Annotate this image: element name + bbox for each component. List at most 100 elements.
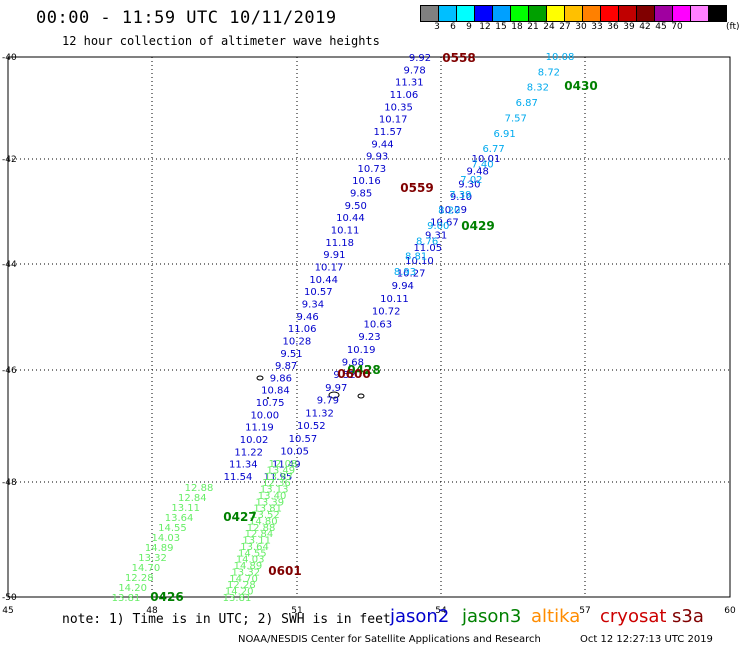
jason2-swh-label: 10.11 bbox=[331, 226, 360, 237]
jason2-swh-label: 9.23 bbox=[358, 332, 380, 343]
color-scale-label: 70 bbox=[671, 22, 683, 32]
jason3-swh-label: 12.84 bbox=[245, 529, 274, 540]
jason2-swh-label: 9.10 bbox=[450, 192, 472, 203]
jason2-swh-label: 10.27 bbox=[397, 268, 426, 279]
jason3-swh-label: 13.32 bbox=[138, 553, 167, 564]
jason3-swh-label: 13.87 bbox=[264, 472, 293, 483]
jason2-swh-label: 8.72 bbox=[538, 67, 560, 78]
color-scale-label: 30 bbox=[575, 22, 587, 32]
jason3-swh-label: 12.36 bbox=[262, 478, 291, 489]
jason2-swh-label: 10.44 bbox=[309, 275, 338, 286]
latitude-tick-label: -40 bbox=[2, 53, 17, 63]
jason2-swh-label: 9.94 bbox=[392, 281, 414, 292]
jason2-swh-label: 11.95 bbox=[264, 472, 293, 483]
jason2-swh-label: 10.72 bbox=[372, 307, 401, 318]
jason3-swh-label: 13.52 bbox=[251, 510, 280, 521]
jason2-swh-label: 10.84 bbox=[261, 386, 290, 397]
jason2-swh-label: 10.44 bbox=[336, 213, 365, 224]
jason3-swh-label: 13.81 bbox=[223, 593, 252, 604]
jason3-swh-label: 14.55 bbox=[158, 523, 187, 534]
jason2-swh-label: 10.73 bbox=[358, 164, 387, 175]
jason2-swh-label: 9.46 bbox=[296, 312, 318, 323]
jason3-swh-label: 13.81 bbox=[253, 504, 282, 515]
jason3-swh-label: 13.40 bbox=[258, 491, 287, 502]
credit-line: NOAA/NESDIS Center for Satellite Applica… bbox=[238, 634, 541, 645]
jason2-swh-label: 6.87 bbox=[516, 98, 538, 109]
jason2-swh-label: 8.81 bbox=[405, 252, 427, 263]
jason2-swh-label: 10.63 bbox=[364, 319, 393, 330]
jason2-swh-label: 11.06 bbox=[288, 324, 317, 335]
color-scale-label: 9 bbox=[466, 22, 472, 32]
jason2-swh-label: 10.08 bbox=[546, 52, 575, 63]
jason2-swh-label: 10.17 bbox=[315, 263, 344, 274]
color-scale-label: 3 bbox=[434, 22, 440, 32]
jason3-swh-label: 13.32 bbox=[231, 567, 260, 578]
color-scale-label: 36 bbox=[607, 22, 619, 32]
jason2-swh-label: 10.29 bbox=[438, 205, 467, 216]
jason2-swh-label: 9.44 bbox=[371, 139, 393, 150]
jason2-swh-label: 9.48 bbox=[467, 167, 489, 178]
jason2-swh-label: 10.57 bbox=[289, 434, 318, 445]
jason2-swh-label: 9.31 bbox=[425, 230, 447, 241]
color-scale-cell bbox=[708, 5, 727, 22]
pass-time-label: 0558 bbox=[442, 51, 475, 65]
legend-jason3: jason3 bbox=[462, 606, 522, 627]
map-frame bbox=[7, 56, 731, 598]
jason3-swh-label: 12.88 bbox=[185, 483, 214, 494]
jason3-swh-label: 13.81 bbox=[112, 593, 141, 604]
jason3-swh-label: 14.20 bbox=[225, 587, 254, 598]
jason2-swh-label: 11.34 bbox=[229, 460, 258, 471]
jason2-swh-label: 9.97 bbox=[325, 383, 347, 394]
jason2-swh-label: 9.93 bbox=[366, 152, 388, 163]
pass-time-label: 0430 bbox=[564, 79, 597, 93]
island-outline bbox=[267, 397, 269, 399]
jason3-swh-label: 12.88 bbox=[247, 523, 276, 534]
jason2-swh-label: 9.30 bbox=[458, 179, 480, 190]
latitude-tick-label: -42 bbox=[2, 155, 17, 165]
jason3-swh-label: 13.64 bbox=[240, 542, 269, 553]
jason2-swh-label: 9.92 bbox=[409, 53, 431, 64]
map-subtitle: 12 hour collection of altimeter wave hei… bbox=[62, 34, 380, 48]
color-scale-label: 21 bbox=[527, 22, 539, 32]
jason2-swh-label: 9.52 bbox=[333, 370, 355, 381]
color-scale-unit: (ft) bbox=[726, 22, 740, 32]
jason3-swh-label: 14.55 bbox=[238, 548, 267, 559]
jason2-swh-label: 9.91 bbox=[323, 250, 345, 261]
longitude-tick-label: 48 bbox=[146, 606, 158, 616]
jason2-swh-label: 10.11 bbox=[380, 294, 409, 305]
longitude-tick-label: 60 bbox=[724, 606, 736, 616]
latitude-tick-label: -48 bbox=[2, 478, 17, 488]
jason2-swh-label: 11.54 bbox=[224, 472, 253, 483]
jason2-swh-label: 6.77 bbox=[482, 144, 504, 155]
jason2-swh-label: 9.34 bbox=[302, 299, 324, 310]
jason2-swh-label: 10.75 bbox=[256, 398, 285, 409]
color-scale-label: 15 bbox=[495, 22, 507, 32]
jason2-swh-label: 11.05 bbox=[413, 243, 442, 254]
jason2-swh-label: 9.00 bbox=[427, 221, 449, 232]
color-scale-label: 12 bbox=[479, 22, 491, 32]
jason2-swh-label: 10.28 bbox=[283, 336, 312, 347]
jason2-swh-label: 11.57 bbox=[374, 127, 403, 138]
jason2-swh-label: 10.52 bbox=[297, 421, 326, 432]
jason3-swh-label: 14.89 bbox=[234, 561, 263, 572]
jason2-swh-label: 9.50 bbox=[345, 201, 367, 212]
jason3-swh-label: 12.28 bbox=[227, 580, 256, 591]
jason2-swh-label: 8.93 bbox=[394, 267, 416, 278]
jason2-swh-label: 10.19 bbox=[347, 345, 376, 356]
jason2-swh-label: 10.01 bbox=[472, 154, 501, 165]
jason2-swh-label: 10.16 bbox=[352, 176, 381, 187]
legend-altika: altika bbox=[531, 606, 581, 627]
latitude-tick-label: -46 bbox=[2, 366, 17, 376]
jason2-swh-label: 10.05 bbox=[280, 447, 309, 458]
jason3-swh-label: 13.39 bbox=[256, 497, 285, 508]
jason2-swh-label: 10.57 bbox=[304, 287, 333, 298]
jason3-swh-label: 13.11 bbox=[171, 503, 200, 514]
latitude-tick-label: -44 bbox=[2, 260, 17, 270]
color-scale-label: 42 bbox=[639, 22, 651, 32]
color-scale-label: 18 bbox=[511, 22, 523, 32]
pass-time-label: 0601 bbox=[268, 564, 301, 578]
longitude-tick-label: 45 bbox=[2, 606, 13, 616]
color-scale-label: 24 bbox=[543, 22, 555, 32]
color-scale-label: 27 bbox=[559, 22, 571, 32]
island-outline bbox=[357, 393, 365, 399]
